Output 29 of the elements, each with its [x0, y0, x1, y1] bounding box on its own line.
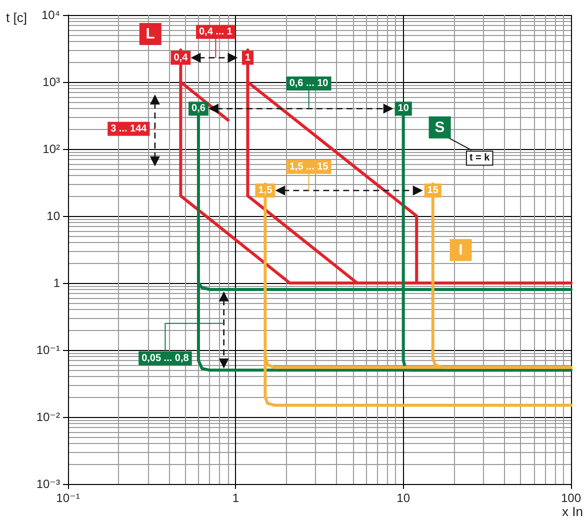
- annotation: 1,5: [258, 185, 273, 196]
- x-tick-label: 10⁻¹: [56, 491, 80, 505]
- y-tick-label: 10⁻¹: [36, 343, 60, 357]
- annotation: L: [146, 26, 155, 43]
- annotation: 1: [244, 52, 251, 64]
- annotation: 0,6: [192, 103, 206, 114]
- annotation: t = k: [469, 152, 490, 164]
- x-tick-label: 100: [560, 491, 582, 505]
- annotation: 15: [427, 185, 439, 196]
- annotation: 3 ... 144: [110, 123, 148, 134]
- y-tick-label: 1: [53, 276, 60, 290]
- annotation: 0,05 ... 0,8: [142, 352, 190, 364]
- y-tick-label: 10⁴: [41, 8, 60, 22]
- annotation: 0,4 ... 1: [199, 26, 233, 38]
- y-tick-label: 10⁻²: [36, 410, 60, 424]
- y-tick-label: 10²: [42, 142, 60, 156]
- x-tick-label: 1: [232, 491, 240, 505]
- y-tick-label: 10: [46, 209, 60, 223]
- x-tick-label: 10: [396, 491, 410, 505]
- annotation: 0,4: [174, 52, 188, 64]
- y-tick-label: 10³: [42, 75, 60, 89]
- x-axis-title: x In: [562, 504, 583, 519]
- annotation: 10: [398, 103, 410, 114]
- annotation: 1,5 ... 15: [289, 161, 329, 172]
- y-tick-label: 10⁻³: [36, 477, 60, 491]
- y-axis-title: t [c]: [6, 10, 27, 25]
- annotation: I: [458, 242, 463, 259]
- annotation: 0,6 ... 10: [289, 78, 329, 89]
- annotation: S: [434, 118, 445, 136]
